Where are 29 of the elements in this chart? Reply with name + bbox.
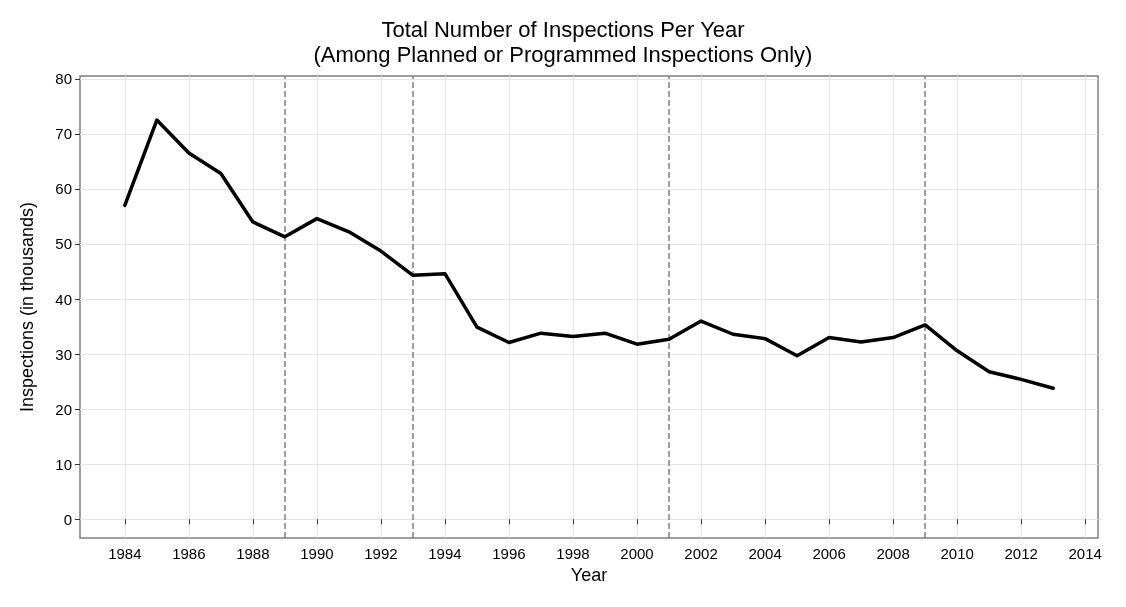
chart-title: Total Number of Inspections Per Year (Among Planned or Programmed Inspections Only) [313, 17, 813, 67]
x-tick-label: 1984 [108, 545, 142, 562]
x-tick-label: 2002 [684, 545, 718, 562]
x-tick-label: 1986 [172, 545, 206, 562]
x-tick-label: 1998 [556, 545, 590, 562]
x-tick-label: 1994 [428, 545, 462, 562]
x-tick-label: 2004 [748, 545, 782, 562]
x-tick-label: 2000 [620, 545, 654, 562]
x-tick-label: 1990 [300, 545, 334, 562]
y-axis-title: Inspections (in thousands) [17, 201, 37, 413]
y-tick-label: 10 [55, 455, 72, 473]
y-tick-label: 50 [55, 235, 72, 253]
y-tick-label: 0 [63, 510, 72, 528]
x-tick-label: 2006 [812, 545, 846, 562]
y-tick-label: 80 [55, 70, 72, 88]
y-tick-label: 20 [55, 400, 72, 418]
x-tick-label: 2010 [940, 545, 974, 562]
x-tick-label: 1996 [492, 545, 526, 562]
x-axis-title: Year [570, 564, 608, 585]
y-tick-label: 60 [55, 180, 72, 198]
x-tick-label: 1992 [364, 545, 398, 562]
y-tick-label: 70 [55, 125, 72, 143]
x-tick-label: 2012 [1004, 545, 1038, 562]
x-tick-label: 2014 [1068, 545, 1102, 562]
x-tick-label: 2008 [876, 545, 910, 562]
x-tick-label: 1988 [236, 545, 270, 562]
line-series [123, 118, 1055, 390]
y-tick-label: 30 [55, 345, 72, 363]
y-tick-label: 40 [55, 290, 72, 308]
